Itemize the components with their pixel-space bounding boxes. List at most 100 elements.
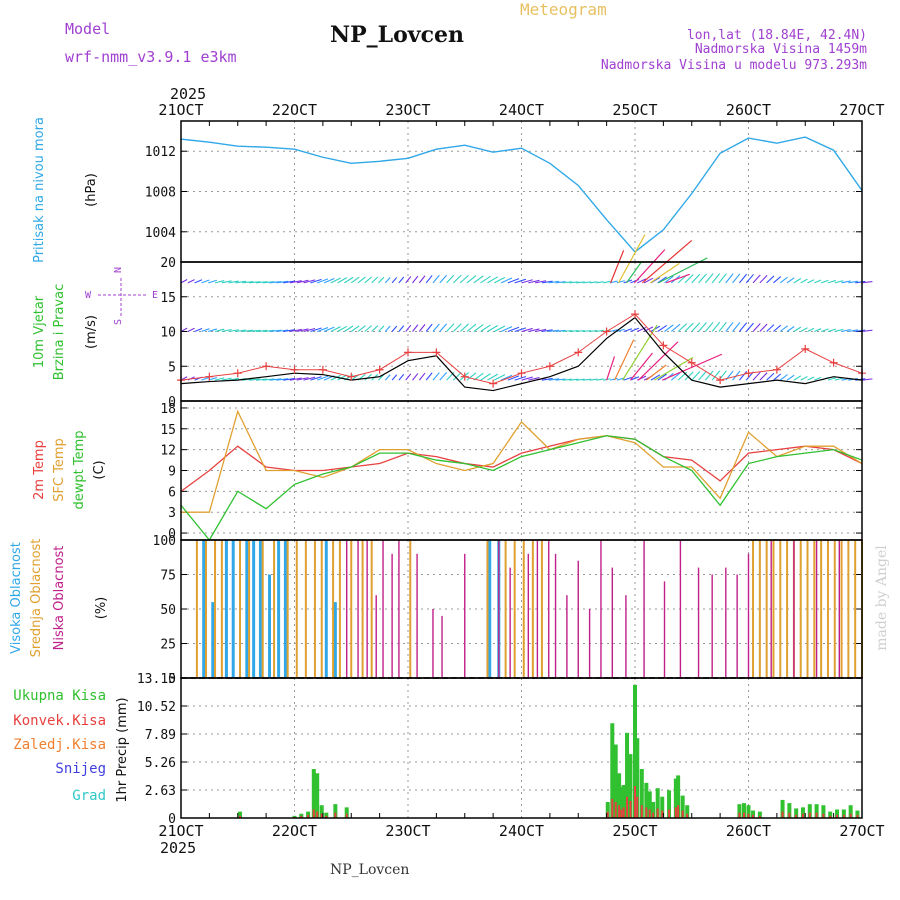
wind-arrow [841,280,851,284]
wind-arrow [418,275,426,284]
total-precip-bar [673,778,678,818]
wind-arrow [221,328,232,333]
wind-arrow [453,323,462,332]
x-tick-label-bottom: 25OCT [612,822,657,840]
wind-arrow [541,329,553,333]
wind-arrow [766,275,775,284]
wind-arrow [201,279,210,284]
x-tick-label-top: 27OCT [839,101,884,119]
wind-gust-marker [375,365,384,374]
conv-precip-bar [629,800,632,818]
x-tick-label-bottom: 24OCT [499,822,544,840]
y-tick-label: 25 [160,638,176,653]
dir-label-n: N [113,267,124,273]
y-tick-label: 18 [160,402,176,417]
wind-arrow [317,278,329,284]
wind-arrow [303,327,316,333]
wind-arrow [296,328,309,333]
wind-arrow [187,279,195,284]
low-cloud-bar [663,581,666,678]
wind-arrow [214,377,225,381]
wind-arrow [614,339,635,381]
wind-arrow [704,273,714,284]
wind-arrow [432,372,440,381]
sfc-temp-line [181,409,863,513]
total-precip-bar [655,788,660,818]
conv-precip-bar [640,805,643,818]
wind-arrow [793,375,802,381]
total-precip-bar [644,782,649,818]
x-tick-label-top: 23OCT [385,101,430,119]
wind-arrow [507,326,520,333]
wind-arrow [228,377,239,381]
wind-arrow [473,275,484,284]
mid-cloud-bar [813,540,816,678]
wind-gust-marker [404,348,412,357]
mid-cloud-bar [854,540,857,678]
wind-arrow [589,281,598,284]
wind-arrow [228,329,239,333]
conv-precip-bar [808,812,811,818]
wind-arrow [446,323,455,332]
wind-arrow [596,378,604,381]
wind-unit: (m/s) [84,315,99,349]
wind-arrow [643,277,654,284]
conv-precip-bar [668,809,671,818]
wind-arrow [337,374,348,381]
wind-arrow [364,325,372,332]
wind-arrow [718,321,727,332]
low-cloud-bar [736,574,738,678]
wind-arrow [269,281,282,284]
wind-arrow [793,326,802,332]
mid-cloud-bar [204,540,207,678]
conv-precip-bar [801,813,804,818]
total-precip-bar [828,811,833,818]
wind-arrow [657,373,667,381]
wind-arrow [303,279,316,284]
y-tick-label: 1008 [145,186,176,201]
wind-arrow [459,274,469,284]
mid-cloud-bar [779,540,782,678]
mid-cloud-bar [758,540,761,678]
wind-arrow [827,328,837,333]
wind-arrow [666,273,690,284]
pressure-unit: (hPa) [84,173,99,207]
low-cloud-bar [643,540,645,678]
wind-arrow [575,281,585,284]
wind-arrow [269,329,282,333]
x-tick-label-top: 22OCT [272,101,317,119]
x-tick-label-top: 26OCT [726,101,771,119]
x-tick-label-bottom: 23OCT [385,822,430,840]
wind-arrow [814,376,822,381]
wind-arrow [405,324,412,332]
wind-arrow [330,374,341,381]
wind-arrow [732,273,741,284]
low-cloud-bar [566,595,568,678]
dir-label-s: S [113,319,124,325]
conv-precip-bar [652,812,655,818]
conv-precip-legend: Konvek.Kisa [13,713,106,729]
wind-arrow [786,326,795,332]
wind-arrow [738,322,748,332]
wind-arrow [378,276,385,284]
wind-arrow [391,374,398,381]
high-cloud-bar [268,574,272,678]
x-tick-label-top: 25OCT [612,101,657,119]
total-precip-bar [835,809,840,818]
total-precip-bar [628,754,633,818]
mid-cloud-bar [765,540,768,678]
conv-precip-bar [781,811,784,818]
low-cloud-bar [711,574,713,678]
wind-arrow [283,329,296,333]
wind-arrow [582,378,592,381]
low-cloud-bar [838,540,840,678]
wind-gust-marker [602,327,611,336]
wind-arrow [664,275,674,284]
wind-arrow [480,275,491,284]
wind-arrow [283,377,296,381]
wind-arrow [541,377,553,381]
wind-arrow [779,276,788,284]
total-precip-legend: Ukupna Kisa [13,688,106,704]
wind-arrow [670,323,681,332]
wind-gust-marker [801,344,810,353]
